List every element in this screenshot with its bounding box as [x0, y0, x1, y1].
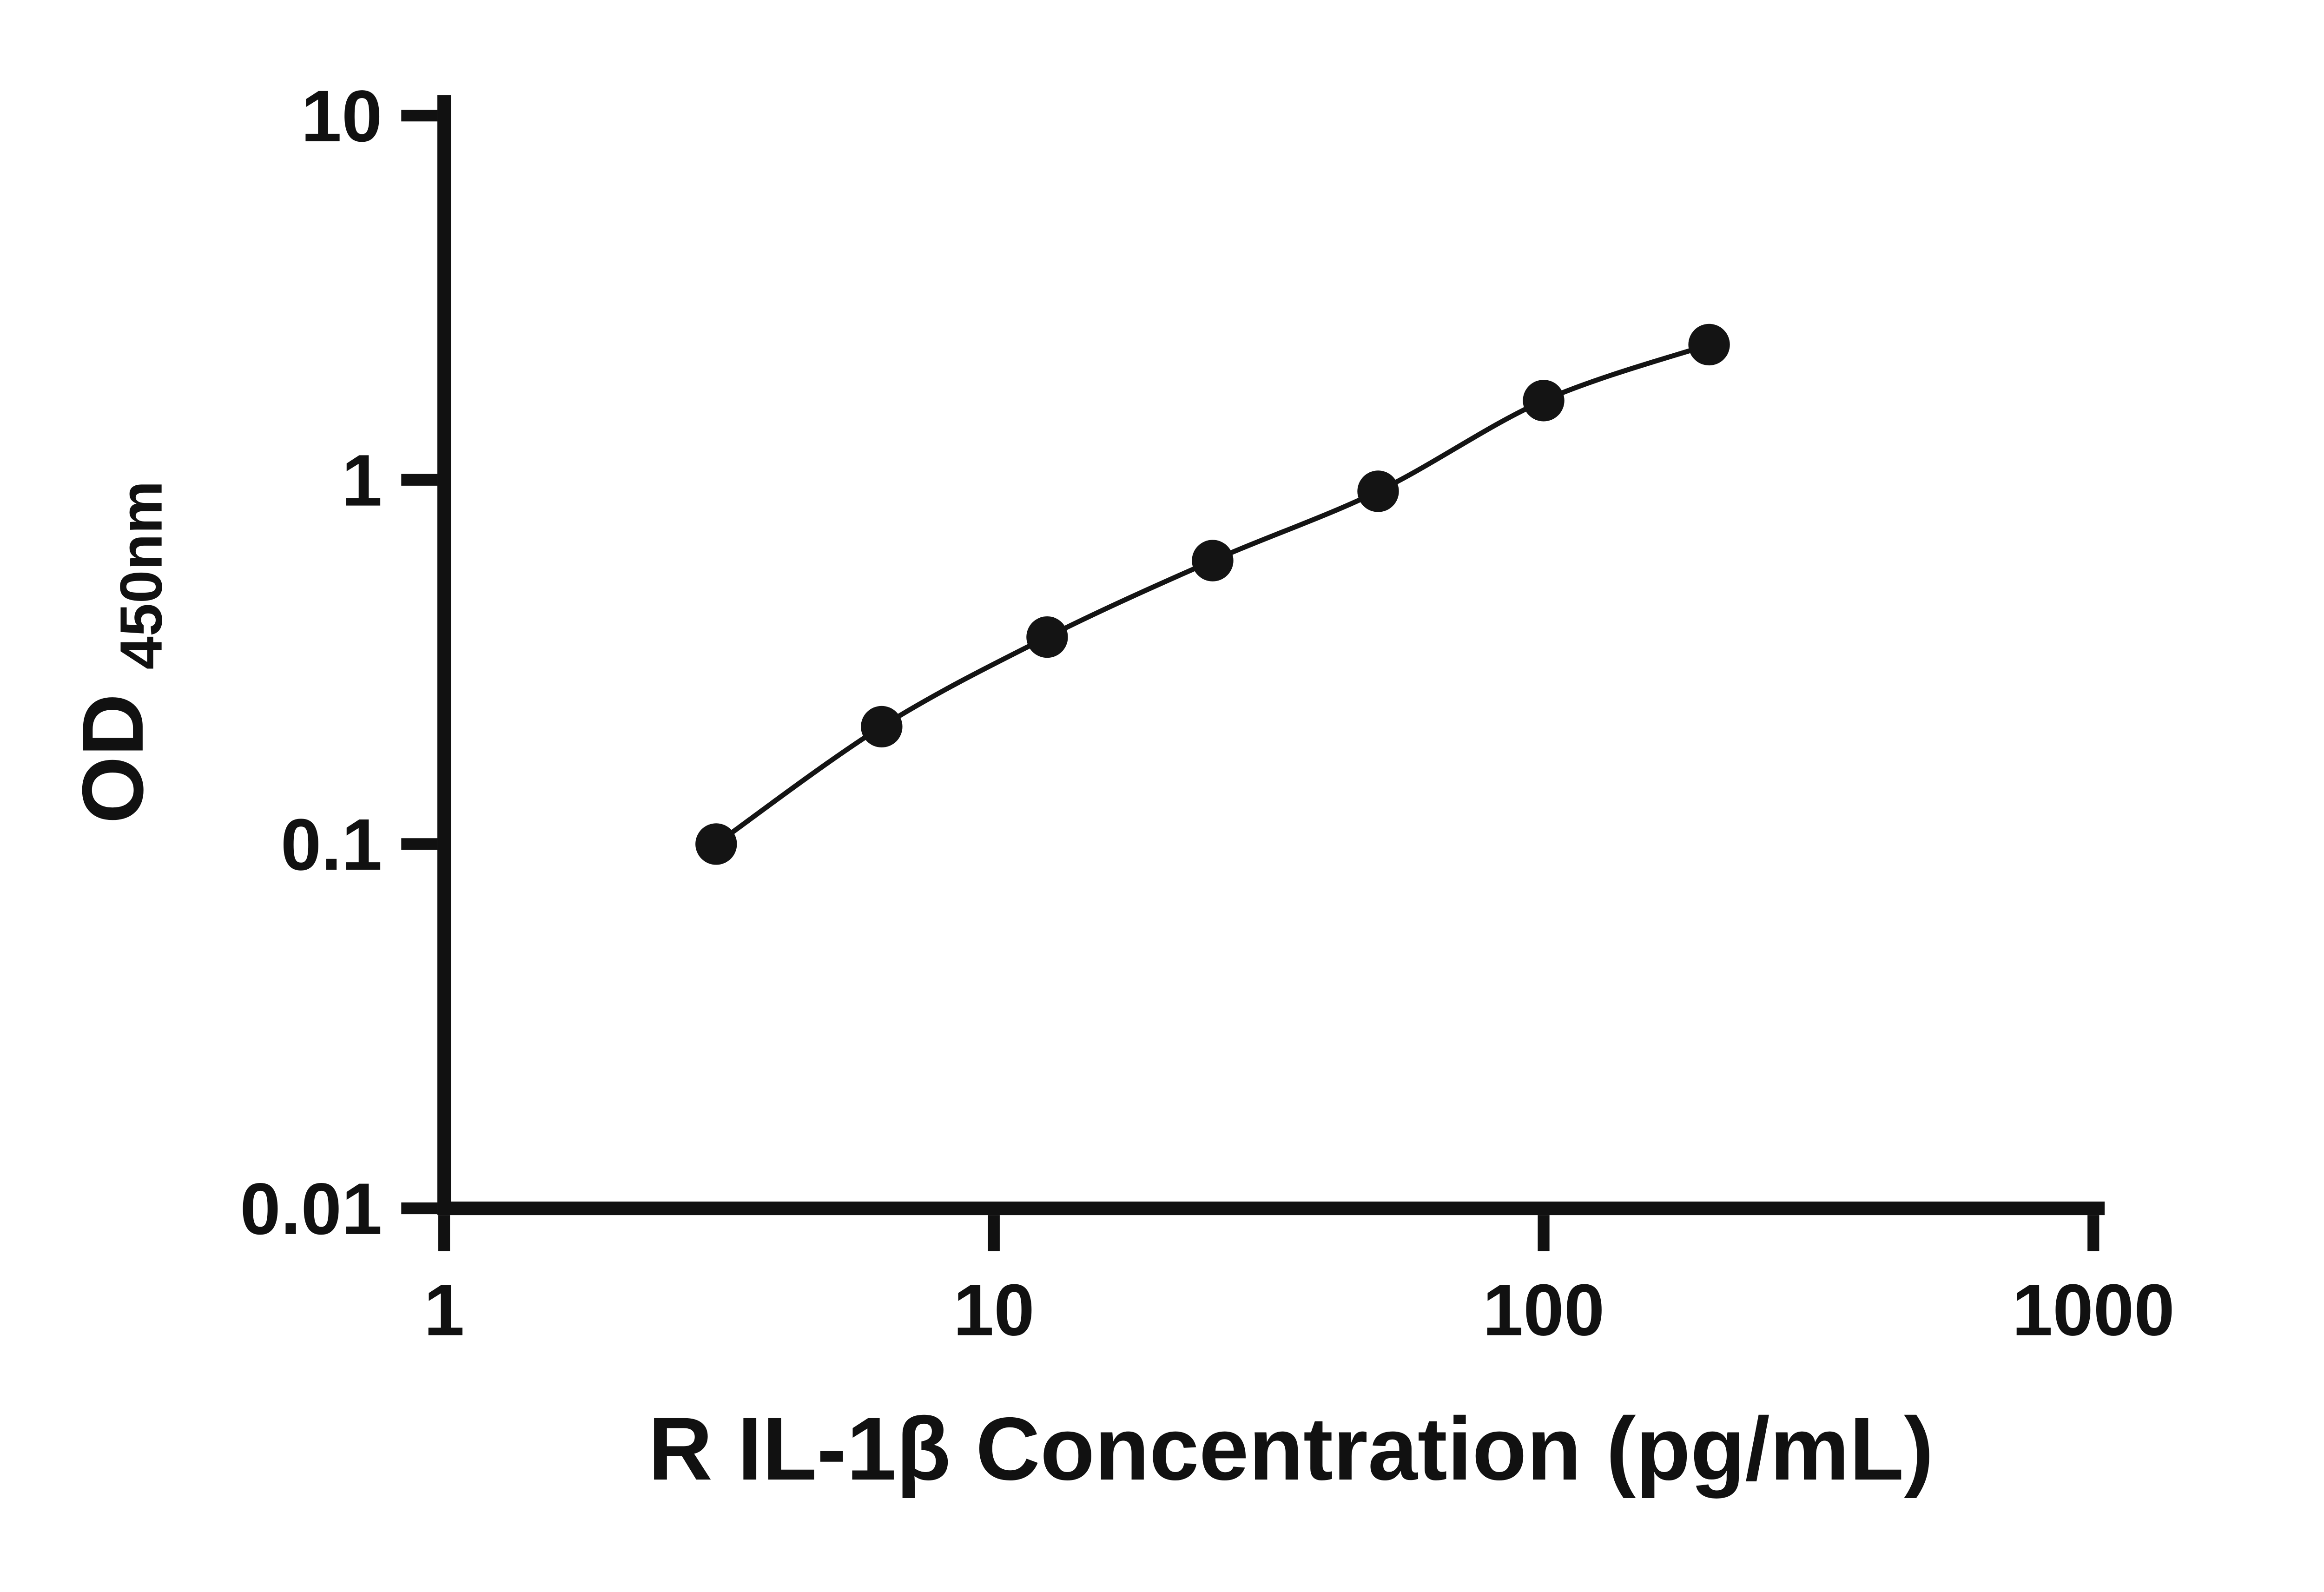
- tick-labels: 1 10 100 1000 0.01 0.1 1 10: [240, 76, 2174, 1351]
- x-axis-title: R IL-1β Concentration (pg/mL): [648, 1399, 1934, 1499]
- y-tick-label: 0.01: [240, 1169, 382, 1250]
- data-point: [861, 706, 903, 748]
- series-line: [714, 342, 1710, 846]
- y-tick-label: 1: [342, 440, 382, 522]
- x-tick-label: 1: [424, 1269, 464, 1351]
- y-tick-label: 0.1: [281, 804, 383, 885]
- elisa-standard-curve-chart: 1 10 100 1000 0.01 0.1 1 10 R IL-1β Concentrati…: [64, 75, 2175, 1499]
- x-tick-label: 1000: [2012, 1269, 2175, 1351]
- y-axis-title-subscript: 450nm: [108, 481, 175, 669]
- y-axis-title-main: OD: [64, 694, 161, 824]
- data-point: [1192, 540, 1234, 581]
- x-tick-label: 10: [953, 1269, 1035, 1351]
- y-axis-title: OD 450nm: [64, 481, 175, 824]
- chart-canvas: 1 10 100 1000 0.01 0.1 1 10 R IL-1β Concentrati…: [64, 76, 2175, 1499]
- tick-marks: [401, 109, 2100, 1251]
- data-point: [1357, 470, 1399, 512]
- y-tick-label: 10: [301, 76, 383, 157]
- data-point: [1026, 616, 1068, 658]
- axes-spine: [437, 95, 2105, 1215]
- x-tick-label: 100: [1483, 1269, 1604, 1351]
- axes: [437, 95, 2105, 1215]
- data-point: [1523, 380, 1565, 422]
- data-point: [695, 823, 737, 865]
- data-point: [1688, 324, 1730, 366]
- data-series: [695, 324, 1730, 865]
